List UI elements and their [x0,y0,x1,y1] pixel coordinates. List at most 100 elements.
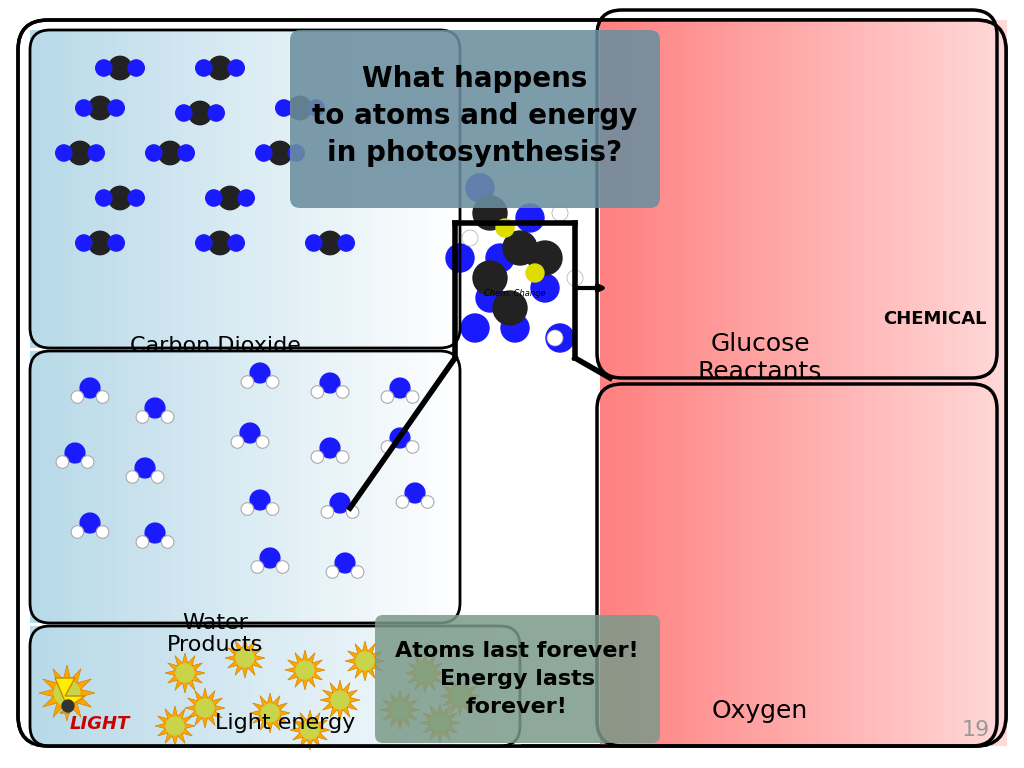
Bar [422,626,435,746]
Polygon shape [250,693,290,733]
Circle shape [95,190,112,206]
Circle shape [256,435,269,449]
Circle shape [318,231,342,255]
Circle shape [296,661,314,679]
Text: LIGHT: LIGHT [70,715,130,733]
Circle shape [326,566,339,578]
Bar [914,20,921,746]
Circle shape [346,505,358,518]
Circle shape [176,105,191,121]
Circle shape [236,649,254,667]
Circle shape [196,235,212,251]
Bar [438,351,451,623]
Circle shape [473,261,507,295]
Bar [137,30,150,348]
Bar [636,20,642,746]
Bar [360,626,374,746]
Bar [410,626,423,746]
Bar [54,626,68,746]
Circle shape [88,145,104,161]
Bar [234,30,246,348]
Bar [202,626,215,746]
Circle shape [381,441,393,453]
Polygon shape [225,638,265,678]
Bar [352,30,365,348]
Bar [707,20,713,746]
Bar [991,20,996,746]
Bar [94,351,106,623]
Bar [288,626,300,746]
Bar [374,351,386,623]
Circle shape [208,105,224,121]
Bar [884,20,890,746]
Bar [676,20,682,746]
Bar [869,20,876,746]
Circle shape [152,471,164,483]
Bar [874,20,880,746]
Circle shape [311,451,324,463]
Bar [732,20,738,746]
Bar [180,351,193,623]
Bar [782,20,788,746]
Circle shape [178,145,195,161]
Circle shape [407,391,419,403]
Polygon shape [165,653,205,693]
Circle shape [396,495,409,508]
Bar [605,20,611,746]
Circle shape [71,391,84,403]
Circle shape [421,495,434,508]
Text: Water: Water [182,613,248,633]
Circle shape [473,196,507,230]
Circle shape [390,378,410,398]
Circle shape [228,235,245,251]
Circle shape [335,553,355,573]
Bar [417,30,429,348]
Polygon shape [55,678,85,713]
Bar [275,626,288,746]
Bar [84,351,95,623]
Circle shape [109,56,132,80]
Bar [763,20,768,746]
Circle shape [95,60,112,76]
Bar [655,20,662,746]
Circle shape [76,235,92,251]
Bar [727,20,733,746]
Circle shape [406,483,425,503]
Circle shape [96,391,109,403]
Circle shape [241,376,254,389]
Bar [767,20,773,746]
Polygon shape [345,641,385,681]
Text: Carbon Dioxide: Carbon Dioxide [130,336,300,356]
Circle shape [69,141,92,164]
Bar [42,626,55,746]
Circle shape [321,373,340,393]
Bar [170,30,181,348]
Bar [331,30,343,348]
Bar [278,30,289,348]
FancyBboxPatch shape [375,615,660,743]
Circle shape [159,141,181,164]
Bar [450,351,461,623]
Bar [483,626,497,746]
Bar [256,351,267,623]
Text: Light energy: Light energy [215,713,355,733]
Bar [950,20,956,746]
Circle shape [330,493,350,513]
Bar [299,30,310,348]
Circle shape [109,235,124,251]
Circle shape [552,205,568,221]
Bar [331,351,343,623]
Bar [278,351,289,623]
FancyBboxPatch shape [290,30,660,208]
Bar [600,20,606,746]
Circle shape [196,699,214,717]
Circle shape [55,145,72,161]
Bar [321,351,332,623]
Text: CHEMICAL: CHEMICAL [884,310,987,328]
Bar [30,626,43,746]
Bar [41,30,52,348]
Circle shape [241,503,254,515]
Circle shape [311,386,324,399]
Bar [610,20,616,746]
Bar [91,626,104,746]
